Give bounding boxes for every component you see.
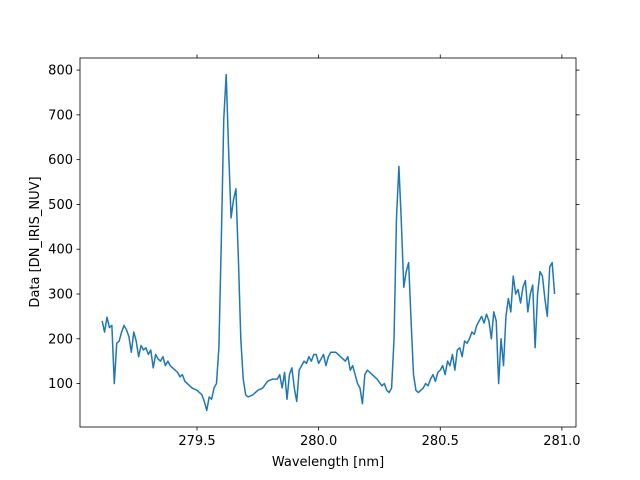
plot-frame xyxy=(79,57,577,428)
y-axis-label: Data [DN_IRIS_NUV] xyxy=(28,176,43,307)
x-tick-label: 279.5 xyxy=(178,434,215,449)
x-tick-label: 280.0 xyxy=(300,434,337,449)
y-tick-label: 800 xyxy=(48,64,73,79)
x-axis-label: Wavelength [nm] xyxy=(272,455,384,470)
x-tick-label: 281.0 xyxy=(543,434,580,449)
x-tick-label: 280.5 xyxy=(422,434,459,449)
y-tick-label: 700 xyxy=(48,108,73,123)
y-tick-label: 200 xyxy=(48,332,73,347)
y-tick-label: 500 xyxy=(48,198,73,213)
y-tick-label: 100 xyxy=(48,377,73,392)
y-tick-label: 400 xyxy=(48,243,73,258)
y-tick-label: 600 xyxy=(48,153,73,168)
y-tick-label: 300 xyxy=(48,287,73,302)
data-line xyxy=(101,73,556,412)
